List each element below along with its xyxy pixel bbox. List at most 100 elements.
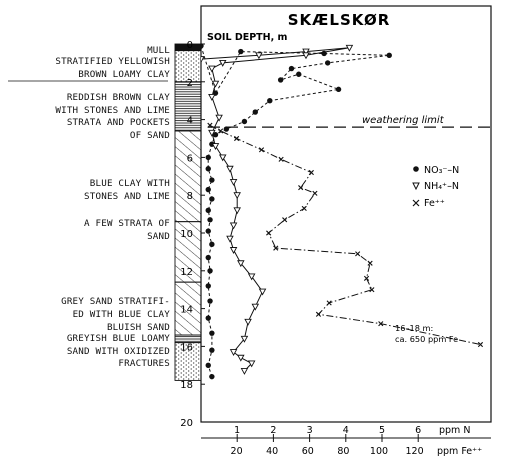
data-point — [251, 303, 260, 311]
x-tick-n-label: 3 — [307, 425, 313, 436]
y-tick-label: 6 — [187, 153, 193, 164]
data-point — [301, 205, 307, 212]
layer-rect — [174, 221, 202, 283]
x-tick-n-label: 6 — [415, 425, 421, 436]
y-tick-label: 2 — [187, 78, 193, 89]
weathering-limit-label: weathering limit — [362, 115, 445, 126]
data-point — [209, 177, 215, 183]
data-point — [229, 222, 238, 230]
y-axis: 0 2 4 6 8 10 12 14 16 18 20 — [180, 40, 205, 429]
data-point — [205, 283, 211, 289]
data-point — [208, 129, 216, 137]
data-point — [298, 185, 304, 191]
data-point — [252, 109, 258, 115]
y-tick-label: 14 — [180, 305, 193, 316]
data-point — [209, 330, 215, 336]
data-point — [234, 135, 240, 142]
data-point — [312, 190, 318, 196]
y-tick-label: 12 — [180, 267, 193, 278]
data-point — [205, 362, 211, 368]
data-point — [367, 260, 373, 266]
series-1 — [201, 44, 354, 375]
data-point — [211, 80, 220, 88]
data-point — [207, 268, 213, 274]
fe-note: 16–18 m: ca. 650 ppm Fe — [395, 323, 458, 344]
layer-rect — [174, 50, 202, 83]
x-tick-n-label: 5 — [379, 425, 385, 436]
data-point — [282, 217, 288, 223]
data-point — [238, 48, 244, 55]
stratigraphy-column — [8, 43, 202, 381]
data-point — [229, 247, 238, 254]
data-point — [211, 143, 220, 150]
layer-label: REDDISH BROWN CLAY WITH STONES AND LIME … — [55, 92, 170, 141]
chart-title: SKÆLSKØR — [288, 11, 391, 29]
data-point — [345, 44, 354, 52]
legend-label-nh4: NH₄⁺–N — [424, 181, 459, 192]
layer-rect — [174, 130, 202, 223]
data-point — [229, 179, 238, 186]
data-point — [240, 335, 249, 343]
x-tick-fe-label: 60 — [302, 446, 314, 457]
layer-label: GREYISH BLUE LOAMY SAND WITH OXIDIZED FR… — [66, 333, 170, 370]
y-axis-label: SOIL DEPTH, m — [207, 32, 287, 43]
data-point — [267, 98, 273, 104]
x-tick-n-label: 4 — [343, 425, 349, 436]
x-tick-fe-label: 80 — [337, 446, 349, 457]
series-line — [201, 47, 350, 372]
data-point — [386, 52, 392, 59]
x-axis-n-label: ppm N — [439, 425, 470, 436]
data-point — [218, 59, 227, 67]
data-point — [226, 235, 234, 243]
data-point — [229, 349, 238, 357]
legend-marker-no3 — [413, 166, 419, 172]
y-tick-label: 16 — [180, 342, 193, 353]
data-point — [308, 169, 314, 176]
data-point — [209, 241, 215, 248]
data-point — [325, 60, 331, 66]
y-tick-label: 0 — [187, 40, 193, 51]
x-axis: 1 2 3 4 5 6 ppm N 20 40 60 80 100 120 ppm Fe⁺⁺ — [201, 425, 491, 457]
data-point — [215, 114, 223, 122]
legend-label-no3: NO₃⁻–N — [424, 165, 459, 176]
data-point — [209, 373, 215, 380]
data-point — [237, 260, 245, 268]
y-tick-label: 10 — [180, 229, 193, 240]
data-point — [241, 118, 248, 125]
data-point — [207, 217, 213, 223]
legend-marker-nh4 — [412, 182, 420, 191]
data-point — [326, 300, 332, 306]
data-point — [363, 275, 370, 281]
x-tick-fe-label: 40 — [266, 446, 278, 457]
stratigraphy-labels: MULL STRATIFIED YELLOWISH BROWN LOAMY CLA… — [0, 0, 200, 459]
data-point — [247, 273, 256, 281]
data-point — [302, 48, 310, 56]
data-point — [209, 196, 215, 202]
x-tick-n-label: 2 — [270, 425, 276, 436]
series-line — [209, 124, 481, 345]
y-tick-label: 8 — [187, 191, 193, 202]
data-point — [237, 354, 245, 362]
data-point — [278, 156, 284, 162]
data-point — [258, 288, 267, 296]
series-line — [201, 45, 390, 377]
x-tick-fe-label: 20 — [231, 446, 243, 457]
legend: NO₃⁻–N NH₄⁺–N Fe⁺⁺ — [412, 165, 459, 209]
series-2 — [207, 122, 484, 348]
layer-rect — [174, 281, 202, 336]
data-point — [233, 207, 241, 215]
data-point — [212, 132, 219, 138]
data-point — [201, 43, 204, 49]
data-point — [296, 71, 302, 77]
legend-marker-fe — [412, 199, 420, 207]
x-tick-n-label: 1 — [234, 425, 240, 436]
x-tick-fe-label: 100 — [370, 446, 388, 457]
data-point — [277, 77, 284, 83]
data-point — [207, 298, 213, 304]
data-point — [205, 315, 211, 321]
layer-label: MULL — [147, 45, 170, 56]
data-point — [205, 207, 211, 214]
data-point — [302, 52, 310, 60]
data-point — [258, 147, 265, 153]
